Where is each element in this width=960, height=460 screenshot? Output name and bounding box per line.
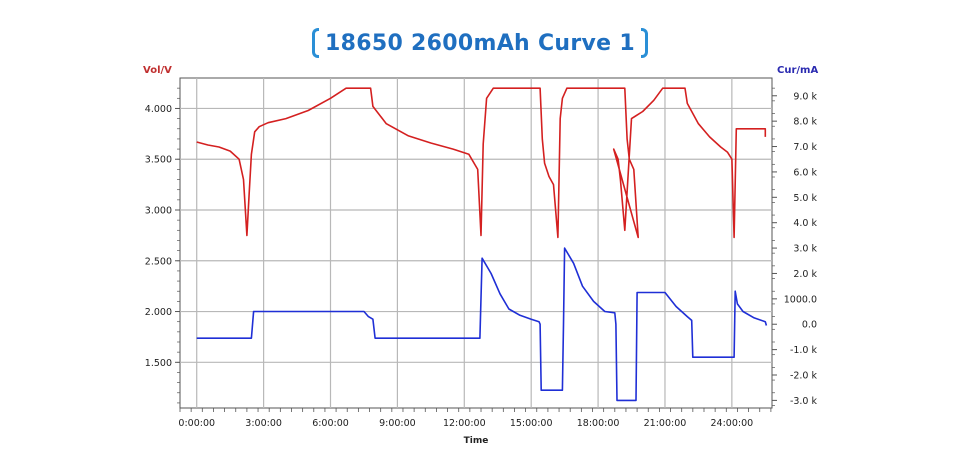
x-tick-label: 12:00:00 [443,418,486,429]
x-tick-label: 21:00:00 [644,418,687,429]
title-right-bracket [640,28,648,58]
y-right-tick-label: -3.0 k [790,396,818,407]
y-left-tick-label: 1.500 [145,358,172,369]
y-left-tick-label: 2.500 [145,256,172,267]
y-right-tick-label: 5.0 k [793,193,817,204]
axes: 0:00:00 3:00:00 6:00:00 9:00:00 12:00:00 15:0… [145,87,818,429]
y-axis-right-label: Cur/mA [777,65,818,76]
x-tick-label: 24:00:00 [711,418,754,429]
plot-frame [179,77,773,409]
grid-lines [179,77,773,409]
x-tick-label: 6:00:00 [312,418,349,429]
y-right-tick-label: 9.0 k [793,91,817,102]
chart-title-bar: 18650 2600mAh Curve 1 [0,28,960,62]
y-right-tick-label: 4.0 k [793,218,817,229]
y-axis-left-label: Vol/V [143,65,172,76]
y-left-tick-label: 2.000 [145,307,172,318]
voltage-series-line [196,87,767,239]
chart-title-wrap: 18650 2600mAh Curve 1 [312,28,648,58]
title-left-bracket [312,28,320,58]
x-tick-label: 9:00:00 [379,418,416,429]
current-series-line [196,247,768,402]
y-right-tick-label: 2.0 k [793,269,817,280]
x-tick-label: 0:00:00 [178,418,215,429]
y-right-tick-label: 8.0 k [793,117,817,128]
y-left-tick-label: 3.000 [145,206,172,217]
chart-title: 18650 2600mAh Curve 1 [325,30,635,56]
y-left-tick-label: 3.500 [145,155,172,166]
y-left-tick-label: 4.000 [145,104,172,115]
axis-labels: Vol/V Cur/mA Time [143,65,818,446]
x-axis-label: Time [464,436,489,446]
x-tick-label: 15:00:00 [510,418,553,429]
x-tick-label: 18:00:00 [577,418,620,429]
y-right-tick-label: 1000.0 [784,294,817,305]
y-right-tick-label: 7.0 k [793,142,817,153]
y-right-tick-label: -1.0 k [790,345,818,356]
y-right-tick-label: 3.0 k [793,244,817,255]
y-right-tick-label: 6.0 k [793,167,817,178]
x-tick-label: 3:00:00 [245,418,282,429]
y-right-tick-label: 0.0 [802,320,817,331]
series-layer [196,87,768,402]
y-right-tick-label: -2.0 k [790,371,818,382]
